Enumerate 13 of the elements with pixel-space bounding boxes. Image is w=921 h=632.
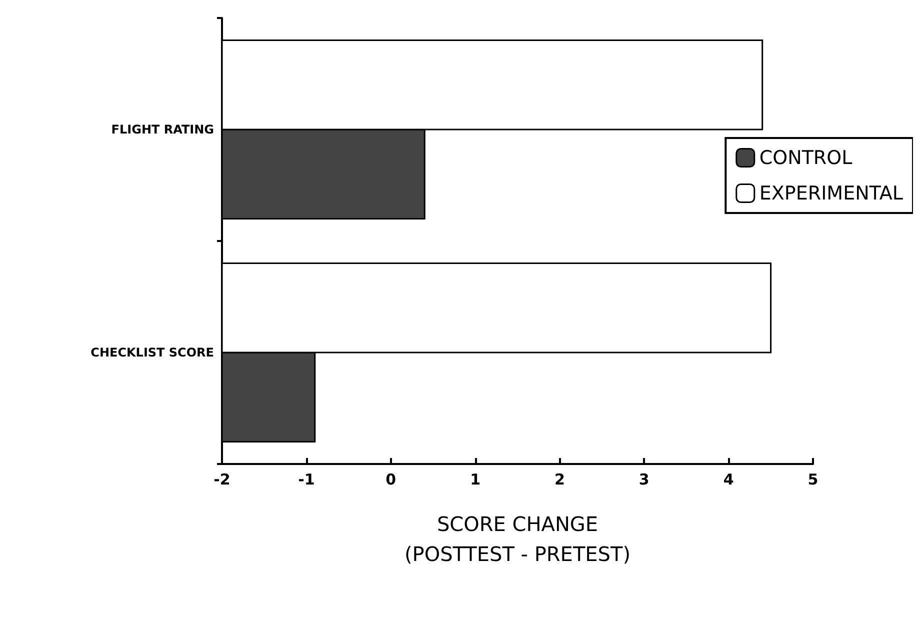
x-tick-label: 2 (554, 470, 565, 488)
x-tick-label: -1 (298, 470, 315, 488)
x-axis-title: SCORE CHANGE (POSTTEST - PRETEST) (404, 512, 631, 566)
x-tick-label: 5 (808, 470, 818, 488)
x-tick-label: 1 (470, 470, 481, 488)
x-tick-label: 0 (386, 470, 396, 488)
legend-label: CONTROL (759, 146, 853, 169)
x-tick-label: 3 (638, 470, 650, 488)
y-tick-label: CHECKLIST SCORE (90, 346, 214, 360)
y-tick-label: FLIGHT RATING (111, 122, 214, 136)
x-tick-label: 4 (723, 470, 734, 488)
legend-label: EXPERIMENTAL (759, 182, 904, 204)
x-tick-label: -2 (214, 470, 230, 488)
